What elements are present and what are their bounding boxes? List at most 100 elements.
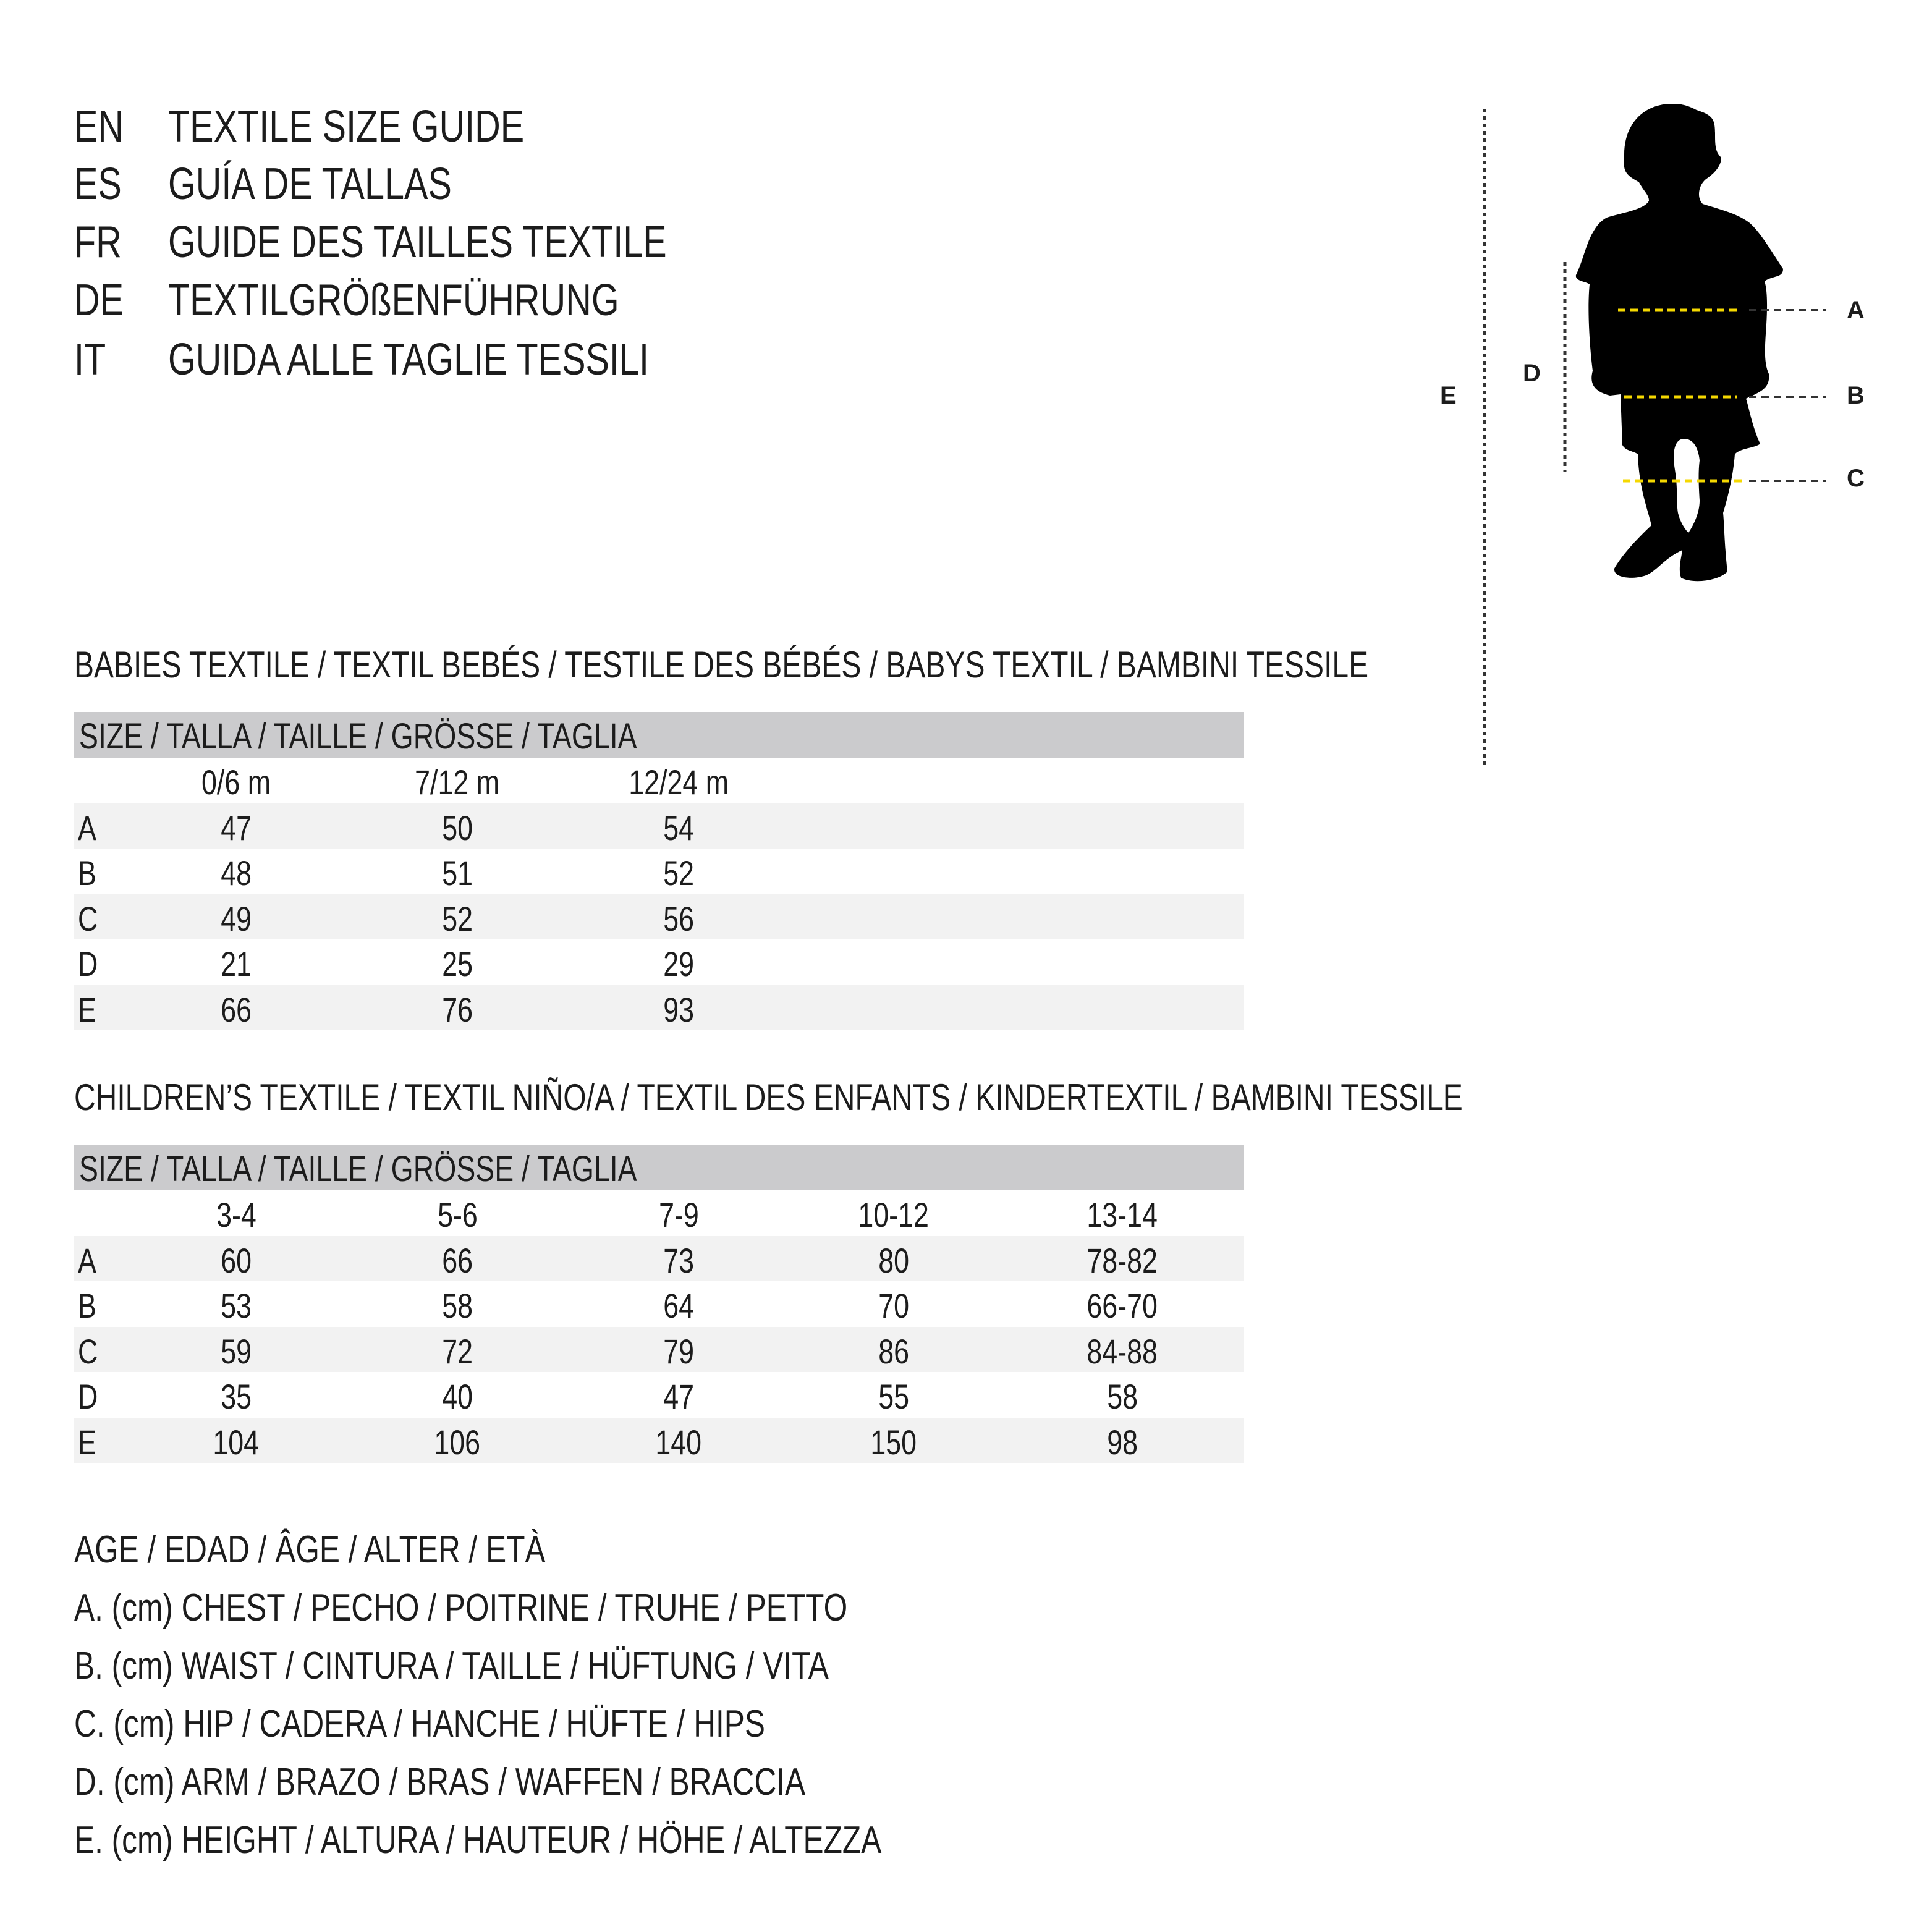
table-cell-text: 58 [1107, 1377, 1138, 1416]
table-cell-text: 50 [442, 808, 473, 847]
table-row: D 21 25 29 [74, 939, 1244, 985]
column-header-text: 12/24 m [629, 763, 729, 802]
table-cell-text: 56 [663, 899, 694, 938]
table-cell: 35 [143, 1372, 329, 1421]
table-cell-text: 52 [663, 854, 694, 892]
column-header: 7-9 [586, 1190, 771, 1240]
table-cell: 86 [801, 1327, 986, 1376]
table-cell-text: 47 [221, 808, 252, 847]
legend-text: A. (cm) CHEST / PECHO / POITRINE / TRUHE… [74, 1587, 848, 1629]
table-cell: 55 [801, 1372, 986, 1421]
title-text: GUIDA ALLE TAGLIE TESSILI [168, 335, 649, 384]
table-cell: 64 [586, 1281, 771, 1331]
size-header-band: SIZE / TALLA / TAILLE / GRÖSSE / TAGLIA [74, 1145, 1244, 1190]
row-label: D [78, 1372, 103, 1421]
table-cell-text: 80 [878, 1240, 909, 1280]
column-header-row: 0/6 m 7/12 m 12/24 m [74, 758, 1244, 803]
table-cell: 48 [143, 849, 329, 898]
table-cell-text: 93 [663, 989, 694, 1029]
table-cell-text: 54 [663, 808, 694, 847]
table-cell: 51 [365, 849, 550, 898]
column-header-text: 10-12 [858, 1195, 930, 1234]
babies-title-text: BABIES TEXTILE / TEXTIL BEBÉS / TESTILE … [74, 644, 1369, 685]
table-cell: 84-88 [1030, 1327, 1215, 1376]
children-title-text: CHILDREN’S TEXTILE / TEXTIL NIÑO/A / TEX… [74, 1077, 1463, 1118]
legend-age: AGE / EDAD / ÂGE / ALTER / ETÀ [74, 1525, 663, 1575]
table-cell-text: 25 [442, 944, 473, 983]
table-cell: 66 [143, 985, 329, 1035]
table-cell-text: 70 [878, 1286, 909, 1325]
table-cell-text: 140 [655, 1422, 702, 1462]
table-row: C 59 72 79 86 84-88 [74, 1326, 1244, 1376]
children-section-title: CHILDREN’S TEXTILE / TEXTIL NIÑO/A / TEX… [74, 1074, 1810, 1121]
table-row: E 104 106 140 150 98 [74, 1417, 1244, 1467]
column-header: 12/24 m [586, 758, 771, 807]
table-cell-text: 40 [442, 1377, 473, 1416]
row-label-text: A [78, 808, 96, 847]
table-cell: 66 [365, 1236, 550, 1286]
table-cell-text: 104 [213, 1422, 260, 1462]
column-header: 10-12 [801, 1190, 986, 1240]
table-cell-text: 84-88 [1087, 1331, 1158, 1371]
table-cell: 78-82 [1030, 1236, 1215, 1286]
table-cell: 49 [143, 894, 329, 944]
table-cell-text: 60 [221, 1240, 252, 1280]
title-text: TEXTILGRÖßENFÜHRUNG [168, 276, 619, 325]
column-header: 3-4 [143, 1190, 329, 1240]
table-cell: 73 [586, 1236, 771, 1286]
lang-code: IT [74, 335, 106, 384]
table-cell-text: 66-70 [1087, 1286, 1158, 1325]
table-cell: 56 [586, 894, 771, 944]
table-cell-text: 53 [221, 1286, 252, 1325]
table-cell: 52 [365, 894, 550, 944]
table-row: D 35 40 47 55 58 [74, 1372, 1244, 1418]
row-label-text: B [78, 854, 96, 892]
table-cell: 58 [365, 1281, 550, 1331]
babies-section-title: BABIES TEXTILE / TEXTIL BEBÉS / TESTILE … [74, 642, 1692, 688]
table-cell: 29 [586, 939, 771, 989]
table-row: A 60 66 73 80 78-82 [74, 1235, 1244, 1281]
table-cell-text: 51 [442, 854, 473, 892]
column-header-text: 7-9 [658, 1195, 699, 1234]
row-label-text: C [78, 1331, 98, 1371]
table-cell: 58 [1030, 1372, 1215, 1421]
table-cell-text: 73 [663, 1240, 694, 1280]
table-cell-text: 59 [221, 1331, 252, 1371]
row-label-text: E [78, 989, 96, 1029]
table-cell-text: 150 [870, 1422, 917, 1462]
column-header: 0/6 m [143, 758, 329, 807]
column-header: 7/12 m [365, 758, 550, 807]
table-cell-text: 79 [663, 1331, 694, 1371]
table-row: A 47 50 54 [74, 803, 1244, 849]
row-label: E [78, 1418, 101, 1467]
table-row: E 66 76 93 [74, 985, 1244, 1030]
table-cell: 72 [365, 1327, 550, 1376]
table-cell: 76 [365, 985, 550, 1035]
table-cell-text: 66 [221, 989, 252, 1029]
row-label-text: D [78, 1377, 98, 1416]
table-cell: 50 [365, 803, 550, 853]
table-row: B 53 58 64 70 66-70 [74, 1281, 1244, 1327]
row-label-text: D [78, 944, 98, 983]
table-cell-text: 64 [663, 1286, 694, 1325]
column-header-text: 13-14 [1087, 1195, 1158, 1234]
column-header: 13-14 [1030, 1190, 1215, 1240]
table-cell-text: 48 [221, 854, 252, 892]
label-e: E [1440, 382, 1457, 409]
row-label: C [78, 1327, 103, 1376]
row-label: A [78, 803, 101, 853]
table-row: B 48 51 52 [74, 849, 1244, 894]
row-label-text: C [78, 899, 98, 938]
row-label: B [78, 849, 101, 898]
table-cell: 25 [365, 939, 550, 989]
title-text: GUÍA DE TALLAS [168, 159, 452, 209]
label-a: A [1847, 297, 1865, 324]
title-text: TEXTILE SIZE GUIDE [168, 102, 525, 151]
legend-waist: B. (cm) WAIST / CINTURA / TAILLE / HÜFTU… [74, 1642, 1017, 1691]
lang-code: ES [74, 159, 122, 209]
table-cell: 40 [365, 1372, 550, 1421]
column-header-text: 5-6 [437, 1195, 478, 1234]
table-cell-text: 47 [663, 1377, 694, 1416]
table-cell: 52 [586, 849, 771, 898]
table-cell-text: 78-82 [1087, 1240, 1158, 1280]
